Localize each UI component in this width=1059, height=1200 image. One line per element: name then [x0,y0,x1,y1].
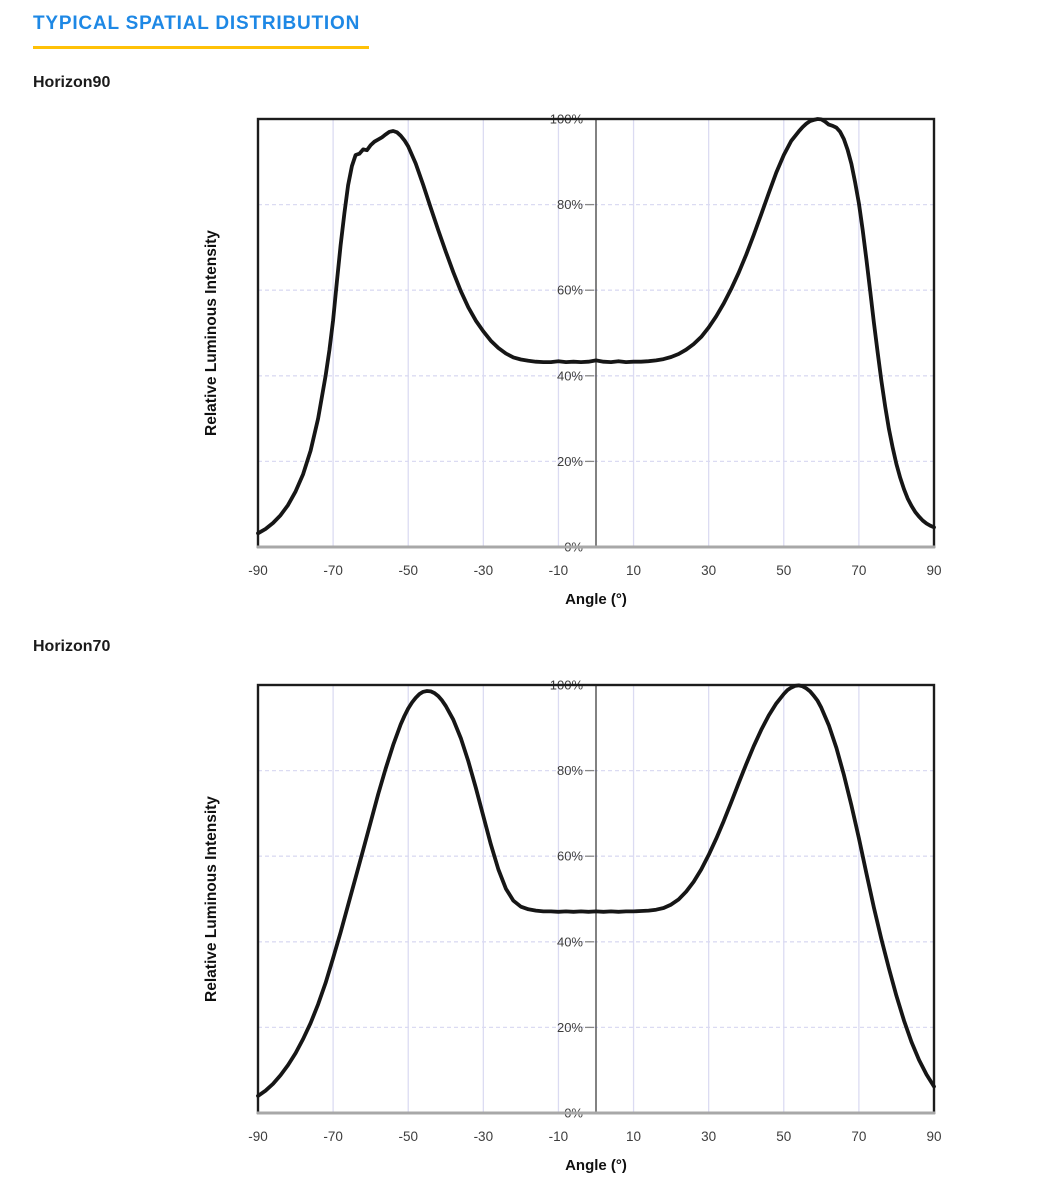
horizon70-chart: 0%20%40%60%80%100%-90 -70 -50 -30 -10 10 30 50 7… [203,678,942,1175]
intensity-curve [256,683,936,1098]
x-axis-title: Angle (°) [565,591,627,608]
y-tick-label: 60% [557,849,583,864]
x-tick-label: -70 [323,563,343,578]
x-tick-label: 90 [926,1129,941,1144]
section-label-horizon70: Horizon70 [33,638,111,655]
y-tick-label: 20% [557,454,583,469]
x-axis-title: Angle (°) [565,1157,627,1174]
y-tick-label: 40% [557,934,583,949]
y-tick-label: 60% [557,283,583,298]
x-tick-label: 30 [701,1129,716,1144]
x-tick-label: -50 [398,563,418,578]
y-axis-title: Relative Luminous Intensity [203,230,220,436]
x-tick-label: -90 [248,563,268,578]
y-tick-label: 80% [557,763,583,778]
x-tick-label: -10 [549,563,569,578]
x-tick-label: -30 [474,1129,494,1144]
intensity-curve [256,117,936,536]
x-tick-label: -50 [398,1129,418,1144]
x-tick-label: 70 [851,1129,866,1144]
x-tick-label: -30 [474,563,494,578]
y-tick-label: 20% [557,1020,583,1035]
x-tick-label: 30 [701,563,716,578]
x-tick-label: 50 [776,1129,791,1144]
y-tick-label: 40% [557,368,583,383]
x-tick-label: 70 [851,563,866,578]
x-tick-label: 10 [626,563,641,578]
x-tick-label: -90 [248,1129,268,1144]
section-label-horizon90: Horizon90 [33,74,111,91]
x-tick-label: -70 [323,1129,343,1144]
x-tick-label: 90 [926,563,941,578]
page-title: TYPICAL SPATIAL DISTRIBUTION [33,13,361,34]
y-tick-label: 80% [557,197,583,212]
y-axis-title: Relative Luminous Intensity [203,796,220,1002]
horizon90-chart: 0%20%40%60%80%100%-90 -70 -50 -30 -10 10 30 50 7… [203,112,942,609]
title-underline [33,46,369,49]
x-tick-label: 10 [626,1129,641,1144]
x-tick-label: 50 [776,563,791,578]
x-tick-label: -10 [549,1129,569,1144]
